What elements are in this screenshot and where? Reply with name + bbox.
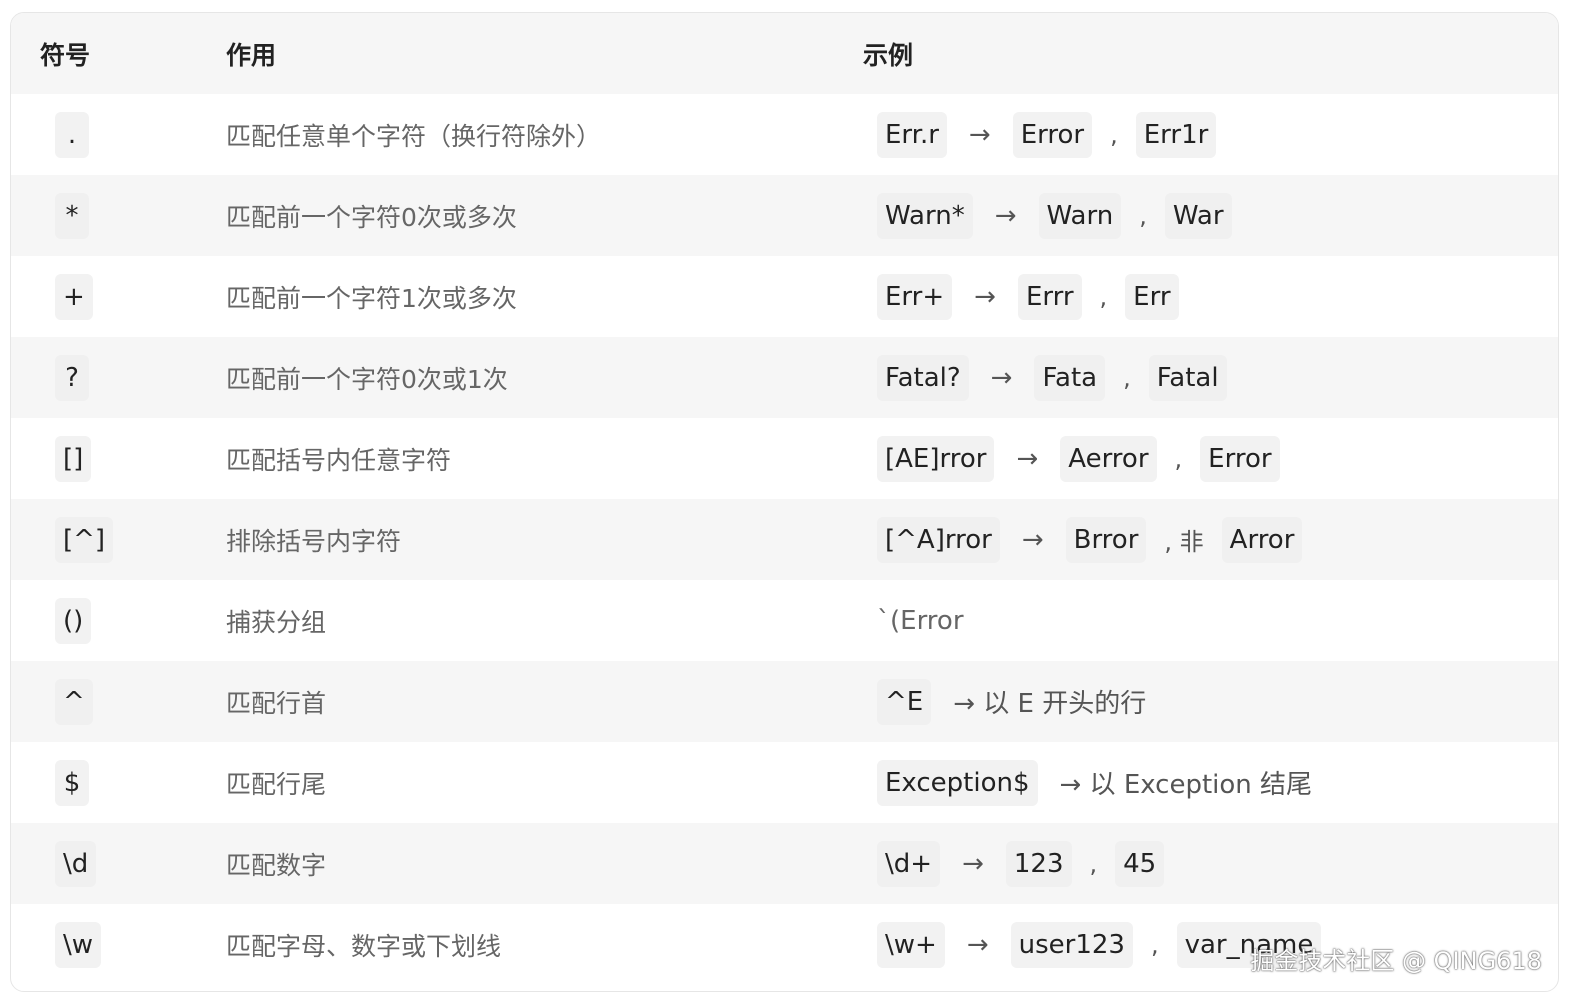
example-code: Error (1200, 435, 1280, 482)
arrow-icon: → (994, 200, 1017, 231)
separator: , (1150, 930, 1159, 959)
arrow-icon: → (962, 848, 984, 879)
example-code: Err (1125, 273, 1179, 320)
example-code: Brror (1065, 516, 1147, 563)
action-text: 匹配前一个字符0次或1次 (226, 364, 508, 394)
watermark: 掘金技术社区 @ QING618 (1250, 947, 1542, 975)
table-row: \w 匹配字母、数字或下划线 \w+ → user123, var_name (11, 904, 1558, 985)
separator: , 非 (1164, 528, 1204, 556)
arrow-icon: → (966, 929, 989, 960)
example-code: Arror (1221, 516, 1303, 563)
symbol-code: + (55, 273, 93, 320)
symbol-code: * (55, 192, 89, 239)
example-code: Fata (1034, 354, 1106, 401)
example-code: Err1r (1135, 111, 1217, 158)
separator: , (1123, 363, 1131, 392)
regex-table: 符号 作用 示例 . 匹配任意单个字符（换行符除外） Err.r → Error, E… (10, 12, 1559, 992)
table-row: [] 匹配括号内任意字符 [AE]rror → Aerror, Error (11, 418, 1558, 499)
table-row: * 匹配前一个字符0次或多次 Warn* → Warn, War (11, 175, 1558, 256)
example-cell: ^E → 以 E 开头的行 (877, 678, 1147, 725)
example-code: Err+ (877, 273, 953, 320)
example-code: Exception$ (877, 759, 1038, 806)
header-symbol: 符号 (40, 40, 91, 70)
table-row: \d 匹配数字 \d+ → 123, 45 (11, 823, 1558, 904)
symbol-code: \w (55, 921, 102, 968)
example-code: Errr (1017, 273, 1082, 320)
example-note: → 以 Exception 结尾 (1059, 770, 1313, 800)
table-row: + 匹配前一个字符1次或多次 Err+ → Errr, Err (11, 256, 1558, 337)
action-text: 匹配任意单个字符（换行符除外） (226, 121, 602, 151)
symbol-code: ^ (55, 678, 93, 725)
table-header: 符号 作用 示例 (11, 13, 1558, 94)
separator: , (1089, 849, 1098, 878)
example-code: Err.r (877, 111, 947, 158)
action-text: 捕获分组 (226, 607, 327, 637)
example-cell: Warn* → Warn, War (877, 192, 1232, 239)
example-code: War (1164, 192, 1232, 239)
example-code: Fatal (1148, 354, 1227, 401)
symbol-code: ? (55, 354, 89, 401)
arrow-icon: → (968, 119, 991, 150)
example-cell: Err.r → Error, Err1r (877, 111, 1217, 158)
table-row: ^ 匹配行首 ^E → 以 E 开头的行 (11, 661, 1558, 742)
separator: , (1110, 120, 1118, 149)
example-cell: \d+ → 123, 45 (877, 840, 1165, 887)
table-row: [^] 排除括号内字符 [^A]rror → Brror , 非 Arror (11, 499, 1558, 580)
symbol-code: [^] (55, 516, 114, 563)
table-row: . 匹配任意单个字符（换行符除外） Err.r → Error, Err1r (11, 94, 1558, 175)
example-cell: `(Error (877, 606, 964, 636)
example-code: Fatal? (877, 354, 969, 401)
example-cell: [AE]rror → Aerror, Error (877, 435, 1280, 482)
table-row: () 捕获分组 `(Error (11, 580, 1558, 661)
table-row: ? 匹配前一个字符0次或1次 Fatal? → Fata, Fatal (11, 337, 1558, 418)
example-code: 123 (1005, 840, 1072, 887)
example-code: Error (1012, 111, 1093, 158)
action-text: 匹配行尾 (226, 769, 327, 799)
example-cell: [^A]rror → Brror , 非 Arror (877, 516, 1303, 563)
action-text: 排除括号内字符 (226, 526, 402, 556)
example-code: \d+ (877, 840, 941, 887)
example-cell: Exception$ → 以 Exception 结尾 (877, 759, 1313, 806)
arrow-icon: → (990, 362, 1013, 393)
separator: , (1139, 201, 1147, 230)
arrow-icon: → (974, 281, 996, 312)
symbol-code: () (55, 597, 92, 644)
symbol-code: \d (55, 840, 97, 887)
action-text: 匹配数字 (226, 850, 327, 880)
table-row: $ 匹配行尾 Exception$ → 以 Exception 结尾 (11, 742, 1558, 823)
header-action: 作用 (226, 40, 277, 70)
example-cell: Err+ → Errr, Err (877, 273, 1179, 320)
action-text: 匹配前一个字符1次或多次 (226, 283, 517, 313)
example-code: Warn* (877, 192, 973, 239)
symbol-code: . (55, 111, 89, 158)
action-text: 匹配字母、数字或下划线 (226, 931, 502, 961)
example-text: `(Error (877, 605, 964, 636)
symbol-code: $ (55, 759, 89, 806)
example-code: Warn (1038, 192, 1122, 239)
example-code: user123 (1010, 921, 1133, 968)
example-cell: \w+ → user123, var_name (877, 921, 1322, 968)
example-code: [^A]rror (877, 516, 1000, 563)
example-code: Aerror (1060, 435, 1157, 482)
separator: , (1099, 282, 1108, 311)
action-text: 匹配括号内任意字符 (226, 445, 452, 475)
example-note: → 以 E 开头的行 (953, 689, 1147, 719)
example-cell: Fatal? → Fata, Fatal (877, 354, 1227, 401)
example-code: [AE]rror (877, 435, 995, 482)
example-code: \w+ (877, 921, 945, 968)
action-text: 匹配行首 (226, 688, 327, 718)
action-text: 匹配前一个字符0次或多次 (226, 202, 517, 232)
arrow-icon: → (1021, 524, 1044, 555)
example-code: ^E (877, 678, 932, 725)
arrow-icon: → (1016, 443, 1039, 474)
symbol-code: [] (55, 435, 92, 482)
header-example: 示例 (863, 40, 914, 70)
separator: , (1174, 444, 1183, 473)
example-code: var_name (1176, 921, 1322, 968)
example-code: 45 (1115, 840, 1165, 887)
